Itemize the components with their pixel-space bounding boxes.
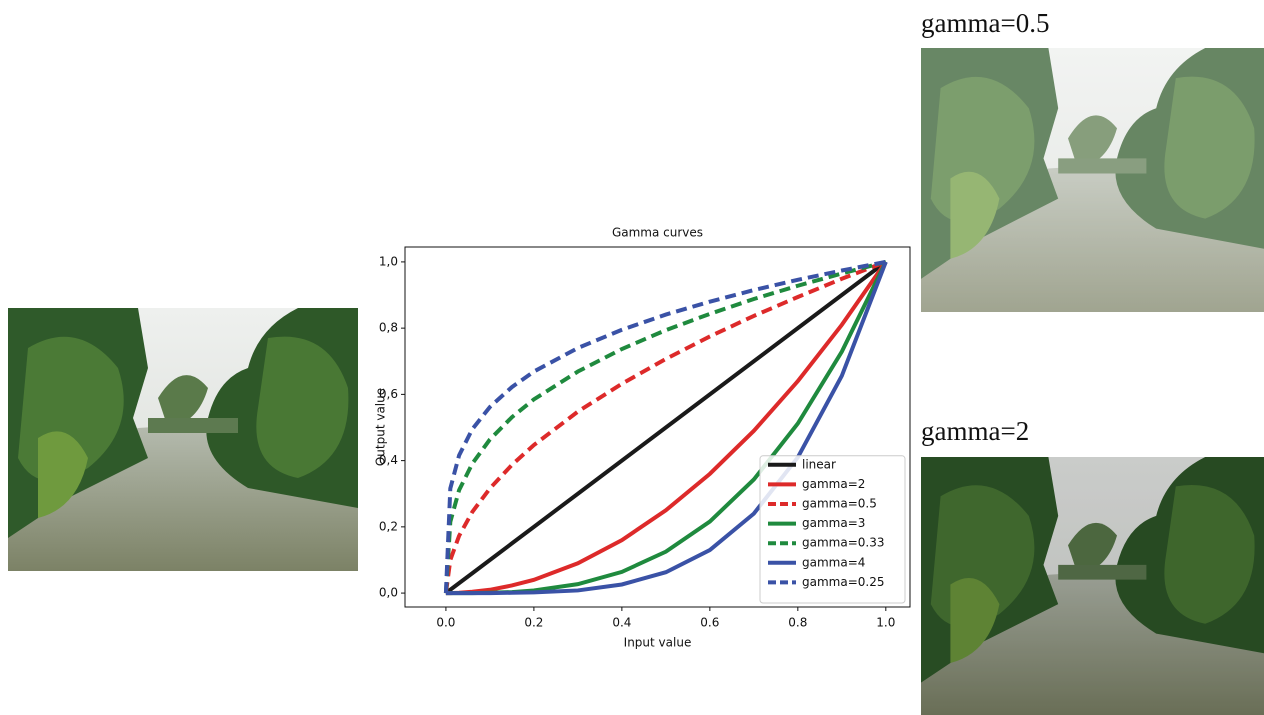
chart-title: Gamma curves (612, 226, 703, 240)
photo-gamma-low (921, 48, 1264, 312)
figure: gamma=0.5 gamma=2 Gamma curves Input valu… (0, 0, 1264, 715)
caption-bottom: gamma=2 (921, 416, 1029, 446)
x-axis-label: Input value (624, 636, 692, 650)
x-tick-label: 0.8 (788, 616, 807, 630)
legend-label: gamma=3 (802, 516, 865, 530)
legend-label: gamma=0.5 (802, 497, 877, 511)
original-photo (8, 308, 358, 571)
page: {"chart_data": {"type": "line", "title":… (0, 0, 1264, 715)
x-tick-label: 0.0 (436, 616, 455, 630)
y-tick-label: 0,6 (379, 387, 398, 401)
y-tick-label: 0,0 (379, 586, 398, 600)
y-tick-label: 0,2 (379, 519, 398, 533)
y-tick-label: 0,4 (379, 453, 398, 467)
x-tick-label: 1.0 (876, 616, 895, 630)
caption-top: gamma=0.5 (921, 8, 1049, 38)
x-tick-label: 0.6 (700, 616, 719, 630)
legend-label: gamma=0.25 (802, 575, 884, 589)
x-tick-label: 0.2 (524, 616, 543, 630)
photo-gamma-high (921, 457, 1264, 715)
legend-label: gamma=2 (802, 477, 865, 491)
legend-label: linear (802, 457, 836, 471)
y-tick-label: 0,8 (379, 321, 398, 335)
x-tick-label: 0.4 (612, 616, 631, 630)
legend-label: gamma=0.33 (802, 536, 884, 550)
legend-label: gamma=4 (802, 555, 865, 569)
y-tick-label: 1,0 (379, 254, 398, 268)
